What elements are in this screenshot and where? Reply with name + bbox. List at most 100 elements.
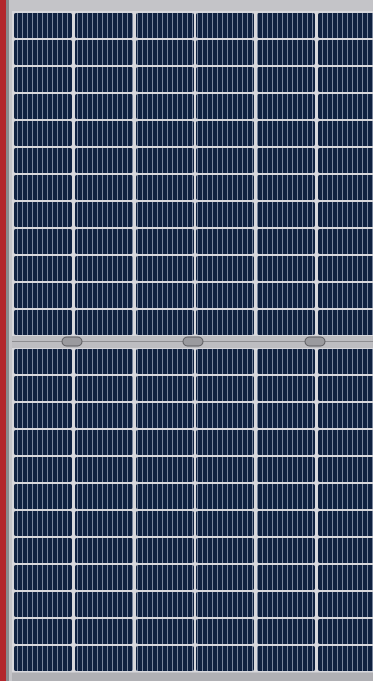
cell — [257, 310, 315, 335]
cell — [136, 256, 194, 281]
cell — [318, 94, 373, 119]
junction-box — [182, 336, 204, 347]
cell — [136, 148, 194, 173]
cell — [14, 646, 72, 671]
cell — [14, 175, 72, 200]
cell — [136, 457, 194, 482]
cell — [75, 619, 133, 644]
cell — [75, 646, 133, 671]
cell — [318, 565, 373, 590]
cell — [136, 40, 194, 65]
cell — [318, 175, 373, 200]
cell — [196, 13, 254, 38]
cell — [75, 484, 133, 509]
cell — [75, 40, 133, 65]
cell — [136, 349, 194, 374]
cell — [318, 619, 373, 644]
cell — [257, 376, 315, 401]
cell — [136, 484, 194, 509]
cell — [136, 175, 194, 200]
cell — [196, 511, 254, 536]
cell — [196, 229, 254, 254]
cell — [318, 13, 373, 38]
cell — [196, 94, 254, 119]
cell — [257, 121, 315, 146]
cell — [318, 349, 373, 374]
cell — [196, 121, 254, 146]
cell — [257, 175, 315, 200]
cell — [196, 403, 254, 428]
cell — [257, 40, 315, 65]
cell — [196, 310, 254, 335]
cell — [318, 484, 373, 509]
cell — [75, 457, 133, 482]
cell — [75, 148, 133, 173]
cell — [257, 646, 315, 671]
cell — [318, 148, 373, 173]
cell — [136, 121, 194, 146]
cell — [14, 310, 72, 335]
cells — [14, 13, 373, 671]
cell — [75, 202, 133, 227]
cell — [318, 121, 373, 146]
cell — [257, 13, 315, 38]
cell — [257, 511, 315, 536]
cell — [318, 511, 373, 536]
cell — [136, 310, 194, 335]
cell — [318, 283, 373, 308]
cell — [14, 121, 72, 146]
cell — [136, 376, 194, 401]
cell — [14, 67, 72, 92]
cell — [318, 310, 373, 335]
cell — [75, 403, 133, 428]
cell — [14, 619, 72, 644]
cell — [257, 67, 315, 92]
cell — [75, 349, 133, 374]
cell — [14, 538, 72, 563]
cell — [318, 403, 373, 428]
cell — [75, 94, 133, 119]
cell — [136, 13, 194, 38]
junction-box — [61, 336, 83, 347]
cell — [14, 229, 72, 254]
cell — [196, 457, 254, 482]
cell — [257, 538, 315, 563]
cell — [136, 283, 194, 308]
cell — [136, 430, 194, 455]
cell — [257, 283, 315, 308]
cell — [75, 592, 133, 617]
cell — [14, 511, 72, 536]
cell — [196, 484, 254, 509]
cell — [14, 565, 72, 590]
cell — [196, 592, 254, 617]
cell — [196, 376, 254, 401]
cell — [318, 40, 373, 65]
cell — [318, 592, 373, 617]
red-edge — [0, 0, 6, 681]
cell — [75, 121, 133, 146]
cell — [257, 202, 315, 227]
cell — [257, 349, 315, 374]
cell — [75, 13, 133, 38]
cell — [14, 430, 72, 455]
cell — [75, 430, 133, 455]
cell — [75, 256, 133, 281]
cell — [257, 592, 315, 617]
cell — [318, 646, 373, 671]
cell — [257, 457, 315, 482]
cell — [318, 229, 373, 254]
cell — [136, 67, 194, 92]
cell — [318, 430, 373, 455]
cell — [14, 202, 72, 227]
cell — [257, 619, 315, 644]
cell — [14, 40, 72, 65]
cell — [318, 256, 373, 281]
cell — [14, 457, 72, 482]
cell — [196, 619, 254, 644]
cell — [75, 175, 133, 200]
cell — [136, 592, 194, 617]
cell — [257, 148, 315, 173]
cell — [196, 202, 254, 227]
junction-boxes — [61, 336, 326, 347]
